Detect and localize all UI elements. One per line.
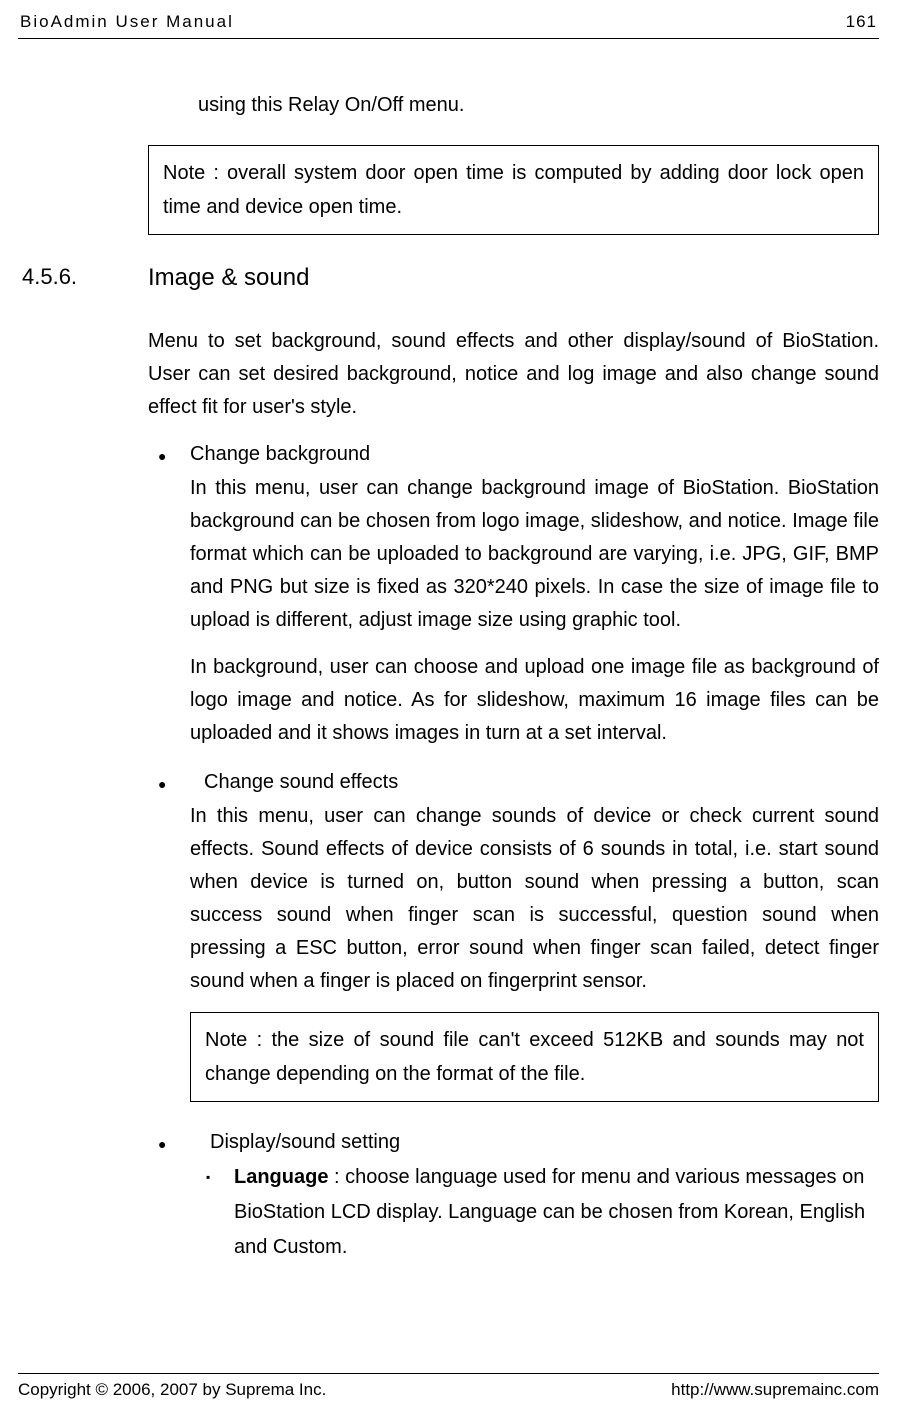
bullet-icon: ● [158, 1126, 210, 1158]
sub-bullet-rest: : choose language used for menu and vari… [234, 1166, 865, 1258]
footer-copyright: Copyright © 2006, 2007 by Suprema Inc. [18, 1380, 326, 1400]
content-body: using this Relay On/Off menu. Note : ove… [18, 89, 879, 1265]
bullet-icon: ● [158, 766, 204, 798]
section-title: Image & sound [148, 259, 309, 297]
square-bullet-icon: ▪ [206, 1160, 234, 1265]
header-rule [18, 38, 879, 39]
footer-url: http://www.supremainc.com [671, 1380, 879, 1400]
continuation-line: using this Relay On/Off menu. [198, 89, 879, 121]
bullet1-para2: In background, user can choose and uploa… [190, 651, 879, 750]
footer-rule [18, 1373, 879, 1374]
document-page: BioAdmin User Manual 161 using this Rela… [0, 0, 897, 1426]
bullet-item-3: ● Display/sound setting [158, 1126, 879, 1158]
bullet1-para1: In this menu, user can change background… [190, 472, 879, 637]
sub-bullet-bold-term: Language [234, 1166, 328, 1188]
bullet-label-1: Change background [190, 438, 370, 470]
page-number: 161 [846, 12, 877, 32]
header-title: BioAdmin User Manual [20, 12, 234, 32]
section-number: 4.5.6. [18, 259, 148, 297]
bullet2-para1: In this menu, user can change sounds of … [190, 800, 879, 998]
section-heading-row: 4.5.6. Image & sound [18, 259, 879, 297]
bullet-item-1: ● Change background [158, 438, 879, 470]
page-header: BioAdmin User Manual 161 [18, 12, 879, 38]
sub-bullet-item-1: ▪ Language : choose language used for me… [206, 1160, 879, 1265]
bullet-label-3: Display/sound setting [210, 1126, 400, 1158]
sub-bullet-text: Language : choose language used for menu… [234, 1160, 879, 1265]
bullet-label-2: Change sound effects [204, 766, 398, 798]
bullet-item-2: ● Change sound effects [158, 766, 879, 798]
section-intro: Menu to set background, sound effects an… [148, 325, 879, 424]
note-box-2: Note : the size of sound file can't exce… [190, 1012, 879, 1102]
note-box-1: Note : overall system door open time is … [148, 145, 879, 235]
bullet-icon: ● [158, 438, 190, 470]
page-footer: Copyright © 2006, 2007 by Suprema Inc. h… [18, 1373, 879, 1400]
footer-row: Copyright © 2006, 2007 by Suprema Inc. h… [18, 1380, 879, 1400]
